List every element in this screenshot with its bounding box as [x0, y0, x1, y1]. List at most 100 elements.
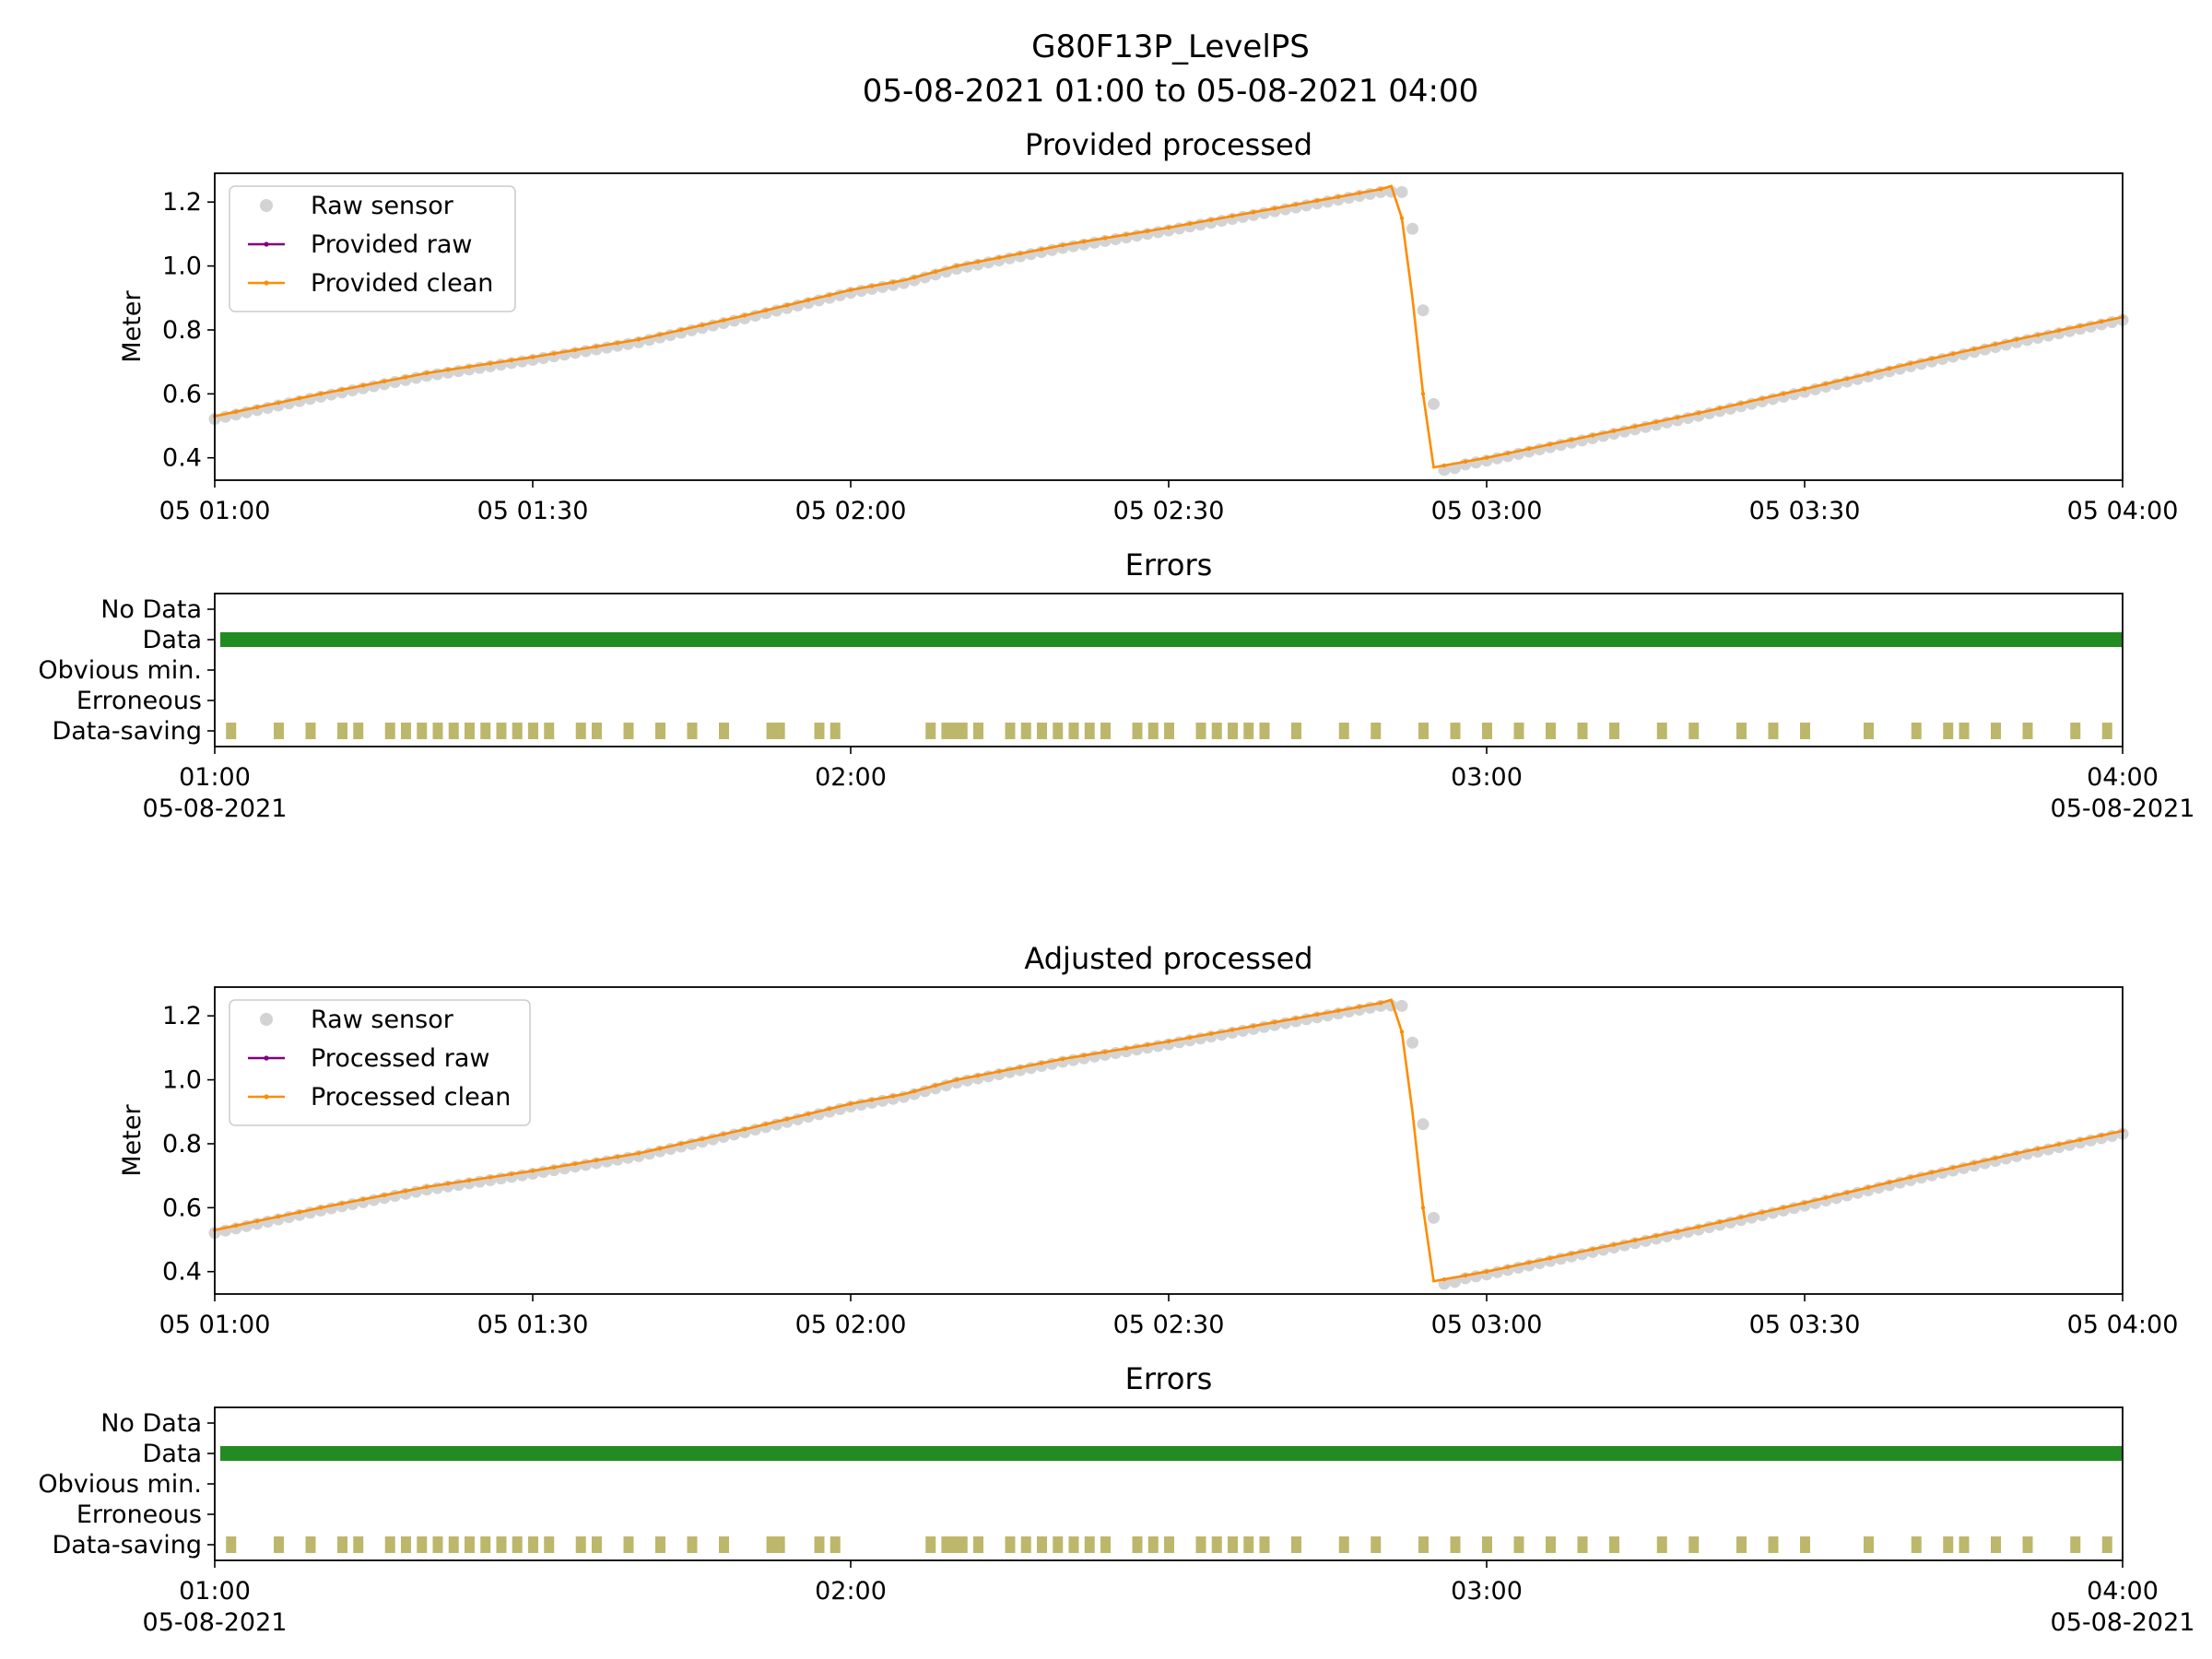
- data-saving-mark: [465, 1536, 475, 1553]
- data-saving-mark: [1959, 723, 1970, 739]
- series-clean-marker: [1441, 1277, 1447, 1282]
- series-clean-marker: [806, 298, 811, 302]
- data-saving-mark: [480, 1536, 491, 1553]
- series-clean-marker: [403, 375, 408, 380]
- series-clean-marker: [827, 1106, 832, 1112]
- series-clean-marker: [700, 1136, 705, 1141]
- x-tick-time: 03:00: [1451, 763, 1523, 792]
- x-tick-time: 03:00: [1451, 1577, 1523, 1606]
- series-clean-marker: [297, 1210, 302, 1215]
- x-tick-label: 05 02:00: [795, 497, 907, 525]
- x-tick-label: 05 02:00: [795, 1311, 907, 1339]
- data-saving-mark: [1037, 1536, 1047, 1553]
- series-clean-marker: [1145, 1042, 1150, 1047]
- series-clean-marker: [1145, 229, 1150, 233]
- y-axis-label: Meter: [118, 1104, 147, 1177]
- series-clean-marker: [1675, 415, 1680, 420]
- data-saving-mark: [384, 1536, 395, 1553]
- data-saving-mark: [957, 1536, 968, 1553]
- data-saving-mark: [1005, 1536, 1016, 1553]
- axes-frame: [214, 172, 2124, 481]
- series-clean-marker: [1039, 247, 1044, 252]
- data-saving-mark: [1195, 723, 1206, 739]
- data-saving-mark: [1291, 1536, 1301, 1553]
- data-saving-mark: [575, 1536, 586, 1553]
- series-clean-marker: [996, 255, 1002, 260]
- data-saving-mark: [305, 723, 316, 739]
- series-clean-marker: [594, 344, 599, 349]
- y-tick-label: 0.8: [162, 316, 202, 345]
- series-clean-marker: [2014, 337, 2019, 342]
- series-clean-marker: [1208, 218, 1214, 222]
- series-clean-marker: [1547, 1255, 1553, 1261]
- chart-title: Errors: [1125, 1361, 1213, 1396]
- series-clean-marker: [1102, 236, 1108, 241]
- series-clean-marker: [1569, 438, 1574, 442]
- data-saving-mark: [1164, 723, 1174, 739]
- data-saving-mark: [1546, 723, 1556, 739]
- line-chart-panel: Adjusted processed Meter 0.4 0.6 0.8 1.0 1.2 05…: [118, 941, 2178, 1339]
- data-saving-mark: [465, 723, 475, 739]
- category-label: Erroneous: [76, 1500, 202, 1529]
- series-clean-marker: [1251, 1024, 1256, 1029]
- data-saving-mark: [1132, 1536, 1143, 1553]
- series-clean-marker: [445, 368, 451, 372]
- series-clean-marker: [784, 303, 790, 308]
- data-saving-mark: [384, 723, 395, 739]
- x-tick-time: 02:00: [815, 1577, 887, 1606]
- y-tick-label: 1.2: [162, 188, 202, 217]
- data-saving-mark: [1147, 1536, 1159, 1553]
- data-saving-mark: [1084, 723, 1095, 739]
- series-clean-marker: [1018, 1065, 1023, 1070]
- data-saving-mark: [1243, 723, 1254, 739]
- data-saving-mark: [1132, 723, 1143, 739]
- category-label: No Data: [100, 595, 202, 624]
- line-chart-panel: Provided processed Meter 0.4 0.6 0.8 1.0 1.2 05…: [118, 127, 2178, 525]
- chart-title: Adjusted processed: [1024, 941, 1312, 976]
- series-clean-marker: [466, 1178, 472, 1183]
- x-tick-label: 05 04:00: [2067, 1311, 2179, 1339]
- series-clean-marker: [403, 1189, 408, 1194]
- series-clean-marker: [954, 1077, 959, 1082]
- series-clean-marker: [1632, 1238, 1638, 1242]
- series-clean-marker: [1251, 210, 1256, 215]
- series-clean-marker: [784, 1117, 790, 1122]
- series-clean-marker: [657, 1146, 663, 1151]
- series-clean-marker: [1717, 1219, 1723, 1225]
- data-saving-mark: [1768, 723, 1779, 739]
- series-clean-marker: [996, 1069, 1002, 1074]
- series-clean-marker: [1632, 424, 1638, 429]
- series-clean-marker: [1399, 216, 1405, 220]
- series-clean-marker: [1420, 392, 1426, 396]
- data-saving-mark: [353, 1536, 364, 1553]
- series-clean-marker: [1929, 356, 1935, 361]
- raw-sensor-point: [1417, 1118, 1430, 1131]
- series-clean-marker: [1314, 1012, 1320, 1018]
- data-saving-mark: [1371, 723, 1382, 739]
- series-clean-marker: [1887, 1180, 1892, 1185]
- data-saving-mark: [1450, 1536, 1461, 1553]
- x-tick-label: 05 02:30: [1113, 497, 1225, 525]
- series-clean-marker: [1950, 1165, 1956, 1171]
- data-saving-mark: [1736, 723, 1747, 739]
- category-label: Obvious min.: [38, 1470, 202, 1499]
- data-saving-mark: [719, 1536, 729, 1553]
- series-clean-marker: [1993, 1156, 1998, 1160]
- series-clean-marker: [1230, 214, 1235, 218]
- series-clean-marker: [1971, 347, 1977, 351]
- data-saving-mark: [512, 723, 523, 739]
- category-label: Data: [143, 626, 202, 654]
- x-tick-label: 05 04:00: [2067, 497, 2179, 525]
- series-clean-marker: [1908, 1175, 1913, 1180]
- x-tick-label: 05 03:30: [1749, 1311, 1861, 1339]
- category-label: Data-saving: [52, 1531, 202, 1559]
- series-clean-marker: [466, 364, 472, 370]
- series-clean-marker: [233, 409, 239, 414]
- legend-marker-raw-sensor: [260, 199, 273, 212]
- data-saving-mark: [1053, 1536, 1064, 1553]
- data-saving-mark: [1147, 723, 1159, 739]
- series-clean-marker: [1314, 198, 1320, 204]
- data-saving-mark: [925, 723, 936, 739]
- series-clean-marker: [2099, 1133, 2104, 1138]
